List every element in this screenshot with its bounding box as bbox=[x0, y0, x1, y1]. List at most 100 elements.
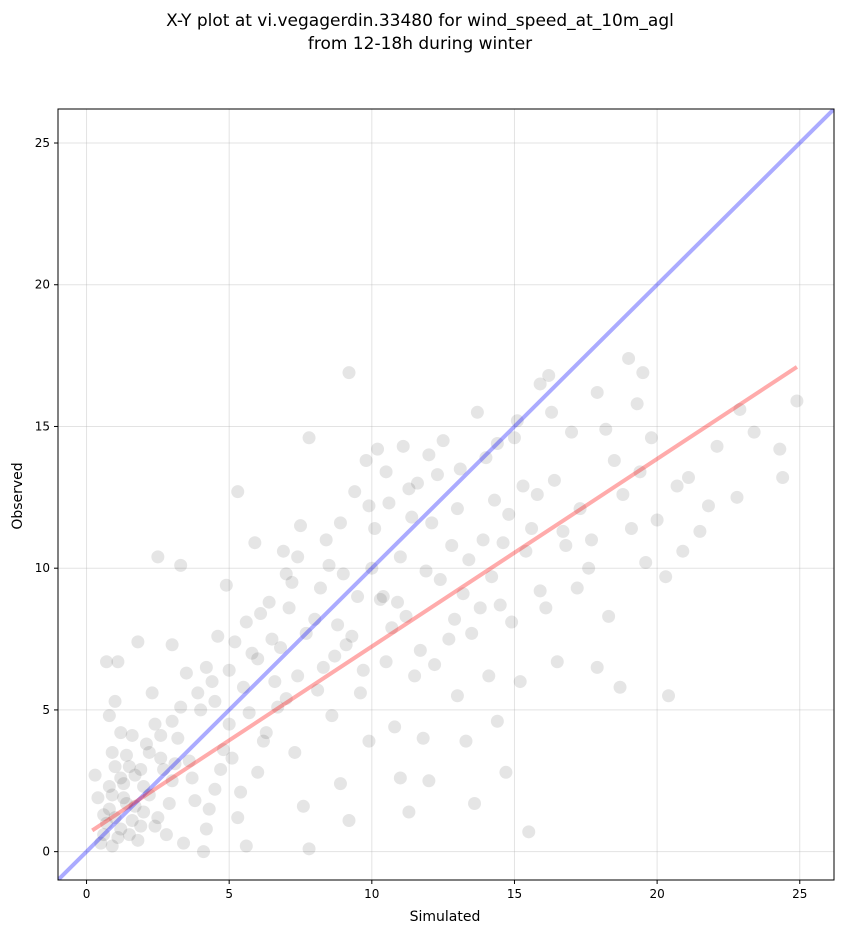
data-point bbox=[456, 587, 470, 601]
data-point bbox=[111, 655, 125, 669]
chart-title-line2: from 12-18h during winter bbox=[308, 34, 532, 54]
data-point bbox=[547, 473, 561, 487]
data-point bbox=[379, 465, 393, 479]
data-point bbox=[485, 570, 499, 584]
data-point bbox=[616, 488, 630, 501]
x-tick-label: 0 bbox=[83, 887, 91, 901]
data-point bbox=[191, 686, 205, 700]
data-point bbox=[296, 799, 310, 813]
y-tick-label: 5 bbox=[42, 703, 50, 717]
data-point bbox=[239, 839, 253, 853]
data-point bbox=[462, 553, 476, 567]
x-axis-label: Simulated bbox=[410, 909, 481, 925]
data-point bbox=[533, 584, 547, 598]
data-point bbox=[479, 451, 493, 465]
data-point bbox=[376, 590, 390, 604]
data-point bbox=[122, 828, 136, 842]
data-point bbox=[422, 774, 436, 788]
data-point bbox=[510, 414, 524, 428]
data-point bbox=[245, 646, 259, 660]
data-point bbox=[362, 734, 376, 748]
data-point bbox=[268, 675, 282, 689]
y-tick-label: 0 bbox=[42, 845, 50, 859]
data-point bbox=[505, 615, 519, 629]
data-point bbox=[102, 802, 116, 816]
data-point bbox=[582, 561, 596, 575]
data-point bbox=[393, 771, 407, 785]
data-point bbox=[607, 453, 621, 467]
data-point bbox=[142, 745, 156, 759]
data-point bbox=[142, 788, 156, 802]
data-point bbox=[282, 601, 296, 615]
data-point bbox=[242, 706, 256, 720]
data-point bbox=[219, 578, 233, 592]
data-point bbox=[265, 632, 279, 646]
data-point bbox=[279, 567, 293, 581]
data-point bbox=[573, 502, 587, 516]
data-point bbox=[165, 638, 179, 652]
data-point bbox=[319, 533, 333, 547]
data-point bbox=[570, 581, 584, 595]
data-point bbox=[148, 717, 162, 731]
data-point bbox=[482, 669, 496, 683]
data-point bbox=[682, 470, 695, 484]
data-point bbox=[473, 601, 487, 615]
data-point bbox=[342, 813, 356, 827]
data-point bbox=[396, 439, 410, 453]
data-point bbox=[539, 601, 553, 615]
data-point bbox=[599, 422, 613, 436]
x-tick-label: 25 bbox=[792, 887, 807, 901]
data-point bbox=[328, 649, 342, 663]
axes-frame bbox=[57, 108, 835, 881]
data-point bbox=[701, 499, 715, 513]
data-point bbox=[490, 436, 504, 450]
data-point bbox=[285, 575, 299, 589]
data-point bbox=[111, 830, 125, 844]
data-point bbox=[339, 638, 353, 652]
data-point bbox=[433, 573, 447, 587]
data-point bbox=[222, 663, 236, 677]
data-point bbox=[108, 811, 122, 825]
data-point bbox=[373, 592, 387, 606]
data-point bbox=[117, 777, 131, 791]
data-point bbox=[271, 700, 285, 714]
data-point bbox=[139, 737, 153, 751]
data-point bbox=[276, 544, 290, 558]
data-point bbox=[513, 675, 527, 689]
data-point bbox=[274, 641, 288, 655]
data-point bbox=[179, 666, 193, 680]
data-point bbox=[639, 556, 653, 570]
data-point bbox=[294, 519, 307, 533]
data-point bbox=[428, 658, 442, 672]
y-tick-label: 10 bbox=[35, 561, 50, 575]
data-point bbox=[236, 680, 250, 694]
data-point bbox=[234, 785, 248, 799]
data-point bbox=[97, 808, 111, 822]
data-point bbox=[177, 836, 191, 850]
grid bbox=[58, 109, 834, 880]
data-point bbox=[188, 794, 202, 808]
data-point bbox=[602, 609, 616, 623]
data-point bbox=[613, 680, 627, 694]
data-point bbox=[114, 822, 128, 836]
x-tick-label: 20 bbox=[649, 887, 664, 901]
data-point bbox=[385, 621, 399, 635]
data-point bbox=[159, 828, 173, 842]
data-point bbox=[476, 533, 490, 547]
data-point bbox=[194, 703, 208, 717]
data-point bbox=[730, 490, 744, 504]
data-point bbox=[630, 397, 644, 411]
data-point bbox=[405, 510, 419, 524]
data-point bbox=[747, 425, 761, 439]
data-point bbox=[533, 377, 547, 391]
data-point bbox=[556, 524, 570, 538]
data-point bbox=[302, 431, 316, 445]
data-point bbox=[137, 779, 151, 793]
data-point bbox=[119, 748, 133, 762]
data-point bbox=[622, 351, 636, 365]
data-point bbox=[351, 590, 365, 604]
data-point bbox=[453, 462, 467, 476]
data-point bbox=[402, 805, 416, 819]
data-point bbox=[499, 765, 513, 779]
